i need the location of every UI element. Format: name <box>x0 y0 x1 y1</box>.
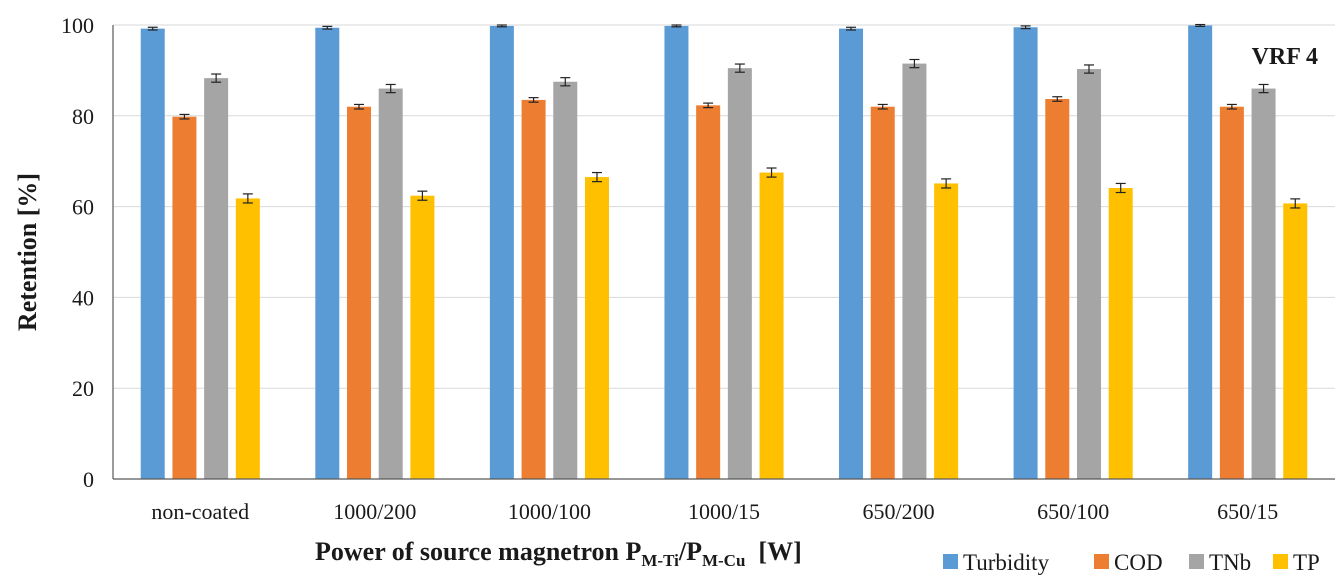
x-axis-title-sub1: M-Ti <box>641 551 679 570</box>
bar-cod-4 <box>870 106 895 479</box>
x-tick-label: 1000/15 <box>688 499 760 524</box>
bar-tnb-4 <box>902 63 927 480</box>
bar-tp-1 <box>410 195 435 480</box>
legend: Turbidity COD TNb TP <box>943 550 1320 575</box>
bar-tnb-3 <box>727 68 752 479</box>
bar-tp-6 <box>1283 203 1308 479</box>
x-tick-label: 650/100 <box>1037 499 1109 524</box>
x-axis-title-sub2: M-Cu <box>702 551 745 570</box>
chart-annotation: VRF 4 <box>1252 44 1318 70</box>
bar-tp-4 <box>934 183 959 480</box>
bar-turbidity-4 <box>839 28 864 480</box>
axes <box>112 25 1335 480</box>
bar-tp-0 <box>235 198 260 480</box>
x-axis-title-sep: /P <box>678 537 702 566</box>
y-tick-label: 0 <box>83 467 94 492</box>
gridlines <box>113 24 1335 389</box>
bar-tnb-5 <box>1076 69 1101 480</box>
bar-cod-0 <box>172 116 197 479</box>
bar-turbidity-0 <box>140 28 165 480</box>
y-tick-label: 60 <box>72 195 94 220</box>
legend-label-turbidity: Turbidity <box>963 550 1050 575</box>
y-tick-label: 80 <box>72 104 94 129</box>
bar-turbidity-3 <box>664 25 689 480</box>
x-tick-label: non-coated <box>151 499 249 524</box>
x-axis-title-suffix: [W] <box>745 537 801 566</box>
legend-label-tnb: TNb <box>1209 550 1251 575</box>
x-axis-title-prefix: Power of source magnetron P <box>315 537 642 566</box>
bar-tnb-6 <box>1251 88 1276 479</box>
y-axis-title: Retention [%] <box>13 173 42 331</box>
x-axis-title: Power of source magnetron PM-Ti/PM-Cu [W… <box>315 537 802 570</box>
legend-swatch-tnb <box>1189 554 1204 569</box>
bar-turbidity-2 <box>489 25 514 480</box>
bar-cod-2 <box>521 99 546 479</box>
bar-turbidity-1 <box>315 27 340 479</box>
legend-swatch-tp <box>1273 554 1288 569</box>
bar-cod-5 <box>1045 99 1070 479</box>
bar-tp-5 <box>1108 187 1133 479</box>
bar-cod-1 <box>347 106 372 479</box>
legend-swatch-cod <box>1094 554 1109 569</box>
y-tick-labels: 0 20 40 60 80 100 <box>61 13 94 492</box>
bar-turbidity-6 <box>1188 25 1213 479</box>
x-tick-label: 650/15 <box>1217 499 1278 524</box>
legend-label-tp: TP <box>1293 550 1320 575</box>
bar-cod-3 <box>696 105 721 479</box>
bar-turbidity-5 <box>1013 27 1038 480</box>
legend-swatch-turbidity <box>943 554 958 569</box>
bar-tp-2 <box>584 177 609 479</box>
bar-cod-6 <box>1219 106 1244 479</box>
legend-label-cod: COD <box>1114 550 1163 575</box>
bar-tnb-1 <box>378 88 403 479</box>
x-tick-label: 1000/200 <box>333 499 416 524</box>
x-tick-labels: non-coated 1000/200 1000/100 1000/15 650/200… <box>151 499 1278 524</box>
bar-tnb-2 <box>553 81 578 479</box>
bar-tp-3 <box>759 172 784 480</box>
y-tick-label: 100 <box>61 13 94 38</box>
error-bars <box>147 23 1301 209</box>
x-tick-label: 1000/100 <box>508 499 591 524</box>
y-tick-label: 20 <box>72 376 94 401</box>
y-tick-label: 40 <box>72 285 94 310</box>
x-tick-label: 650/200 <box>863 499 935 524</box>
bars <box>140 25 1308 480</box>
bar-tnb-0 <box>204 78 229 480</box>
